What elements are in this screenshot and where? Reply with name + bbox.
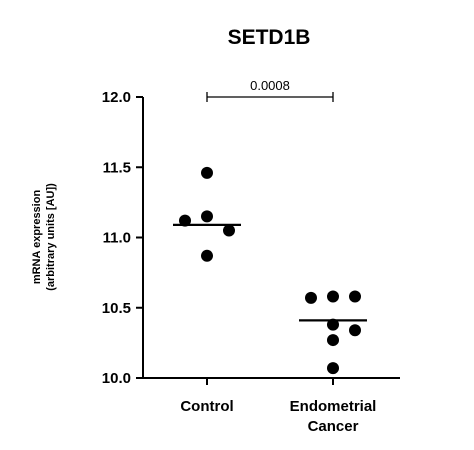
data-point bbox=[327, 318, 339, 331]
data-points bbox=[179, 166, 361, 375]
y-tick-label: 11.5 bbox=[103, 159, 131, 176]
significance-bracket: 0.0008 bbox=[206, 78, 334, 102]
data-point bbox=[327, 334, 339, 347]
y-axis-label-line-2: (arbitrary units [AU]) bbox=[45, 183, 57, 291]
data-point bbox=[223, 224, 235, 237]
data-point bbox=[201, 210, 213, 223]
data-point bbox=[327, 290, 339, 303]
data-point bbox=[201, 249, 213, 262]
data-point bbox=[349, 290, 361, 303]
chart-title: SETD1B bbox=[228, 26, 311, 49]
y-tick-label: 11.0 bbox=[103, 230, 131, 247]
data-point bbox=[305, 291, 317, 304]
data-point bbox=[349, 324, 361, 337]
y-axis-ticks: 10.0 10.5 11.0 11.5 12.0 bbox=[102, 89, 143, 387]
y-tick-label: 10.5 bbox=[102, 300, 131, 317]
y-tick-label: 10.0 bbox=[102, 370, 131, 387]
x-category-label: Cancer bbox=[308, 418, 359, 435]
x-axis-categories: Control Endometrial Cancer bbox=[180, 378, 376, 435]
data-point bbox=[201, 166, 213, 179]
y-tick-label: 12.0 bbox=[102, 89, 131, 106]
x-category-label: Endometrial bbox=[290, 398, 377, 415]
y-axis-label: mRNA expression (arbitrary units [AU]) bbox=[31, 183, 57, 291]
data-point bbox=[327, 362, 339, 375]
data-point bbox=[179, 214, 191, 227]
y-axis-label-line-1: mRNA expression bbox=[31, 190, 43, 285]
x-category-label: Control bbox=[180, 398, 233, 415]
median-lines bbox=[173, 223, 367, 322]
p-value-label: 0.0008 bbox=[250, 78, 290, 93]
